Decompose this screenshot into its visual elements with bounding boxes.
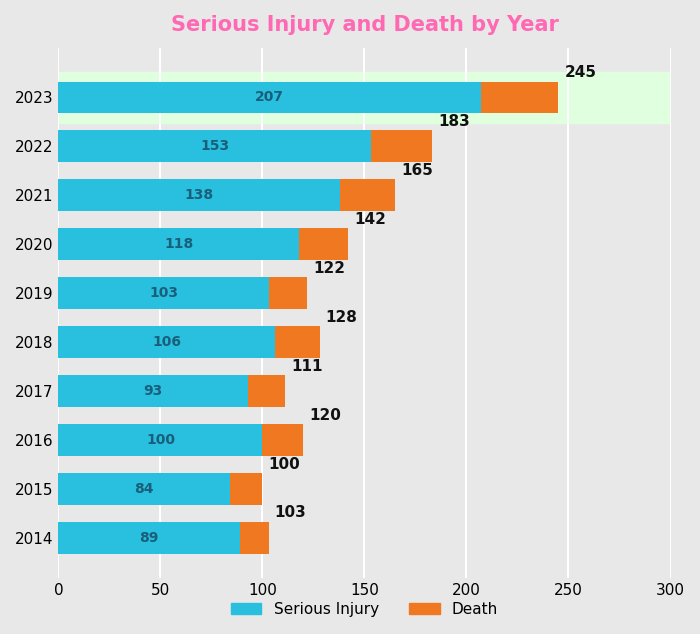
Text: 100: 100	[146, 433, 175, 447]
Text: 103: 103	[274, 505, 307, 521]
Title: Serious Injury and Death by Year: Serious Injury and Death by Year	[171, 15, 559, 35]
Bar	[481, 82, 559, 113]
Text: 100: 100	[269, 456, 300, 472]
Text: 93: 93	[144, 384, 163, 398]
Bar	[59, 179, 340, 211]
Bar	[59, 424, 262, 456]
Bar	[59, 82, 481, 113]
Text: 207: 207	[255, 91, 284, 105]
Bar	[59, 277, 269, 309]
Text: 103: 103	[149, 286, 178, 300]
Bar	[59, 375, 248, 407]
Bar	[59, 131, 370, 162]
Text: 120: 120	[309, 408, 342, 423]
Bar	[59, 473, 230, 505]
Bar	[59, 522, 240, 553]
Bar	[59, 327, 274, 358]
Legend: Serious Injury, Death: Serious Injury, Death	[225, 596, 504, 623]
Bar	[240, 522, 269, 553]
Bar	[274, 327, 320, 358]
Bar	[59, 228, 299, 260]
Text: 84: 84	[134, 482, 154, 496]
Text: 106: 106	[152, 335, 181, 349]
Bar	[269, 277, 307, 309]
Bar	[340, 179, 395, 211]
Text: 111: 111	[291, 359, 323, 373]
Bar	[59, 72, 671, 123]
Text: 128: 128	[326, 310, 358, 325]
Text: 118: 118	[164, 237, 193, 251]
Text: 165: 165	[401, 163, 433, 178]
Text: 122: 122	[314, 261, 346, 276]
Text: 138: 138	[185, 188, 214, 202]
Bar	[262, 424, 303, 456]
Bar	[370, 131, 432, 162]
Text: 183: 183	[438, 114, 470, 129]
Text: 89: 89	[139, 531, 159, 545]
Bar	[230, 473, 262, 505]
Bar	[248, 375, 285, 407]
Bar	[299, 228, 348, 260]
Text: 153: 153	[200, 139, 229, 153]
Text: 245: 245	[564, 65, 596, 80]
Text: 142: 142	[354, 212, 386, 227]
